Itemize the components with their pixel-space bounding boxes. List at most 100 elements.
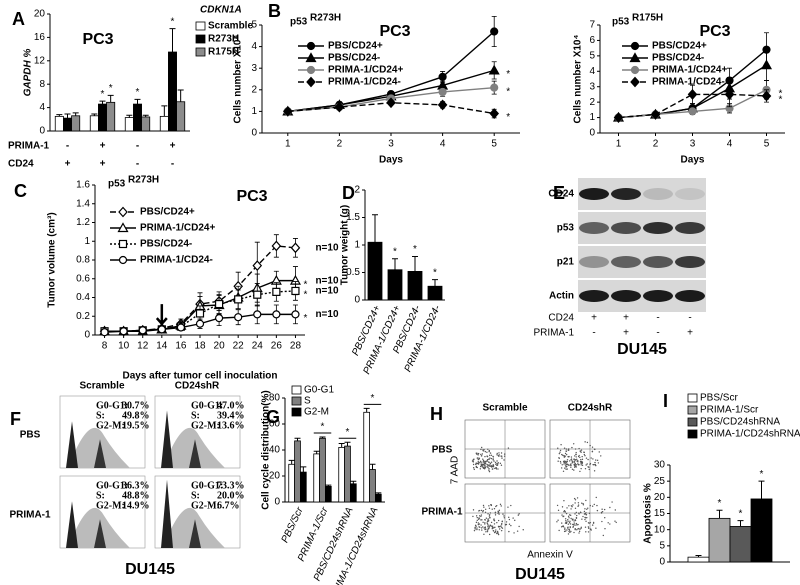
flow-dot xyxy=(480,524,482,526)
y-tick-label: 0 xyxy=(659,557,665,568)
panel-letter: B xyxy=(268,1,281,21)
flow-dot xyxy=(503,453,506,455)
bar xyxy=(344,445,351,503)
flow-dot xyxy=(494,511,497,514)
flow-dot xyxy=(576,497,579,499)
flow-dot xyxy=(490,457,493,460)
marker xyxy=(687,89,698,100)
flow-dot xyxy=(556,504,559,507)
flow-dot xyxy=(559,460,562,463)
flow-dot xyxy=(567,533,570,535)
flow-dot xyxy=(496,462,498,465)
flow-dot xyxy=(484,511,487,513)
flow-dot xyxy=(571,518,574,521)
flow-dot xyxy=(486,522,488,524)
flow-dot xyxy=(487,520,490,522)
flow-dot xyxy=(488,458,490,460)
error-bar xyxy=(369,463,376,470)
flow-dot xyxy=(500,455,502,457)
flow-dot xyxy=(501,457,503,459)
flow-dot xyxy=(569,531,571,534)
flow-dot xyxy=(505,521,508,523)
flow-dot xyxy=(514,519,516,522)
flow-dot xyxy=(581,455,583,458)
flow-dot xyxy=(587,466,589,468)
flow-dot xyxy=(583,513,586,515)
error-bar xyxy=(737,520,744,527)
flow-dot xyxy=(482,449,484,451)
flow-dot xyxy=(497,532,499,534)
marker xyxy=(650,109,661,120)
x-tick-label: 3 xyxy=(388,139,394,150)
error-bar xyxy=(350,480,357,484)
stat-value: 47.0% xyxy=(217,400,245,411)
flow-dot xyxy=(591,446,594,448)
flow-dot xyxy=(579,450,582,452)
error-bar xyxy=(64,113,71,119)
marker xyxy=(195,309,205,318)
flow-dot xyxy=(478,526,480,528)
flow-dot xyxy=(586,441,589,444)
flow-dot xyxy=(489,462,492,465)
flow-dot xyxy=(488,464,490,466)
flow-dot xyxy=(580,467,582,470)
flow-dot xyxy=(518,525,520,528)
flow-dot xyxy=(584,526,587,528)
x-tick-label: 20 xyxy=(214,341,226,352)
significance: * xyxy=(303,279,307,290)
flow-dot xyxy=(576,458,578,461)
bar xyxy=(387,269,403,301)
error-bar xyxy=(313,450,320,454)
flow-dot xyxy=(557,509,560,512)
blot-band xyxy=(579,290,609,302)
flow-dot xyxy=(579,460,582,463)
histogram-g2 xyxy=(94,439,106,468)
column-label: Scramble xyxy=(482,403,527,414)
row-label: PBS xyxy=(20,430,41,441)
bar xyxy=(288,463,295,503)
flow-dot xyxy=(564,464,567,466)
marker xyxy=(688,107,697,116)
flow-dot xyxy=(575,522,578,525)
column-label: Scramble xyxy=(79,381,124,392)
flow-dot xyxy=(583,453,586,456)
legend-swatch xyxy=(195,47,206,57)
histogram-g1 xyxy=(66,421,78,468)
flow-dot xyxy=(508,523,511,525)
flow-dot xyxy=(580,460,583,463)
marker xyxy=(253,310,262,319)
flow-dot xyxy=(575,517,578,519)
x-axis-label: Days after tumor cell inoculation xyxy=(122,371,277,382)
flow-dot xyxy=(573,460,576,462)
flow-dot xyxy=(498,455,500,457)
flow-dot xyxy=(473,468,475,471)
condition-value: + xyxy=(591,313,597,324)
flow-dot xyxy=(566,460,568,463)
condition-value: - xyxy=(592,328,595,339)
condition-value: - xyxy=(66,141,69,152)
flow-dot xyxy=(578,532,580,534)
flow-dot xyxy=(560,467,563,469)
flow-dot xyxy=(485,531,487,533)
condition-value: - xyxy=(171,159,174,170)
column-label: CD24shR xyxy=(568,403,613,414)
flow-dot xyxy=(615,521,617,524)
flow-dot xyxy=(498,513,500,515)
flow-dot xyxy=(602,534,605,537)
flow-dot xyxy=(568,464,570,467)
flow-dot xyxy=(492,456,495,458)
flow-dot xyxy=(581,464,584,467)
bar xyxy=(369,469,376,503)
flow-dot xyxy=(600,512,603,514)
flow-dot xyxy=(573,523,575,526)
error-bar xyxy=(372,214,378,243)
flow-dot xyxy=(503,459,505,461)
marker xyxy=(176,323,186,332)
flow-dot xyxy=(585,520,587,522)
condition-name: PRIMA-1 xyxy=(8,141,50,152)
histogram-g1 xyxy=(66,501,78,548)
flow-dot xyxy=(558,529,560,532)
flow-dot xyxy=(498,512,500,514)
flow-dot xyxy=(573,531,575,534)
flow-dot xyxy=(480,519,482,521)
